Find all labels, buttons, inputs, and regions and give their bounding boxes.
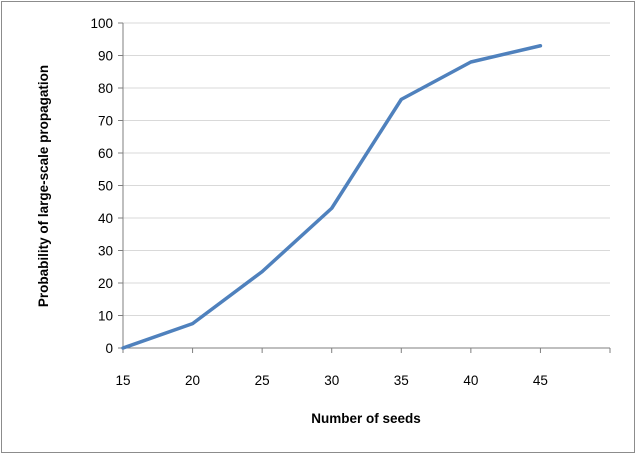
x-tick-label-35: 35	[394, 373, 409, 388]
y-tick-label-100: 100	[90, 16, 113, 31]
y-tick-label-90: 90	[98, 49, 113, 64]
y-tick-label-0: 0	[105, 341, 113, 356]
y-tick-label-50: 50	[98, 179, 113, 194]
series-group	[121, 44, 543, 350]
y-tick-label-10: 10	[98, 309, 113, 324]
axes	[118, 22, 611, 353]
y-tick-label-60: 60	[98, 146, 113, 161]
series-line-1	[121, 44, 543, 350]
x-tick-labels: 15 20 25 30 35 40 45	[115, 373, 547, 388]
y-tick-label-40: 40	[98, 211, 113, 226]
y-tick-labels: 0 10 20 30 40 50 60 70 80 90 100	[90, 16, 113, 356]
y-tick-label-70: 70	[98, 114, 113, 129]
x-tick-label-25: 25	[255, 373, 270, 388]
data-point-35	[399, 97, 403, 101]
x-tick-label-30: 30	[324, 373, 339, 388]
y-tick-label-80: 80	[98, 81, 113, 96]
gridlines	[123, 22, 610, 316]
data-point-20	[191, 322, 195, 326]
x-tick-label-45: 45	[533, 373, 548, 388]
data-point-45	[538, 44, 542, 48]
y-tick-label-20: 20	[98, 276, 113, 291]
data-point-15	[121, 346, 125, 350]
y-tick-label-30: 30	[98, 244, 113, 259]
x-tick-label-40: 40	[463, 373, 478, 388]
data-point-40	[469, 60, 473, 64]
x-axis-title: Number of seeds	[311, 411, 421, 426]
x-tick-label-20: 20	[185, 373, 200, 388]
data-point-25	[260, 270, 264, 274]
data-point-30	[330, 206, 334, 210]
y-axis-title: Probability of large-scale propagation	[36, 65, 51, 307]
x-tick-label-15: 15	[115, 373, 130, 388]
